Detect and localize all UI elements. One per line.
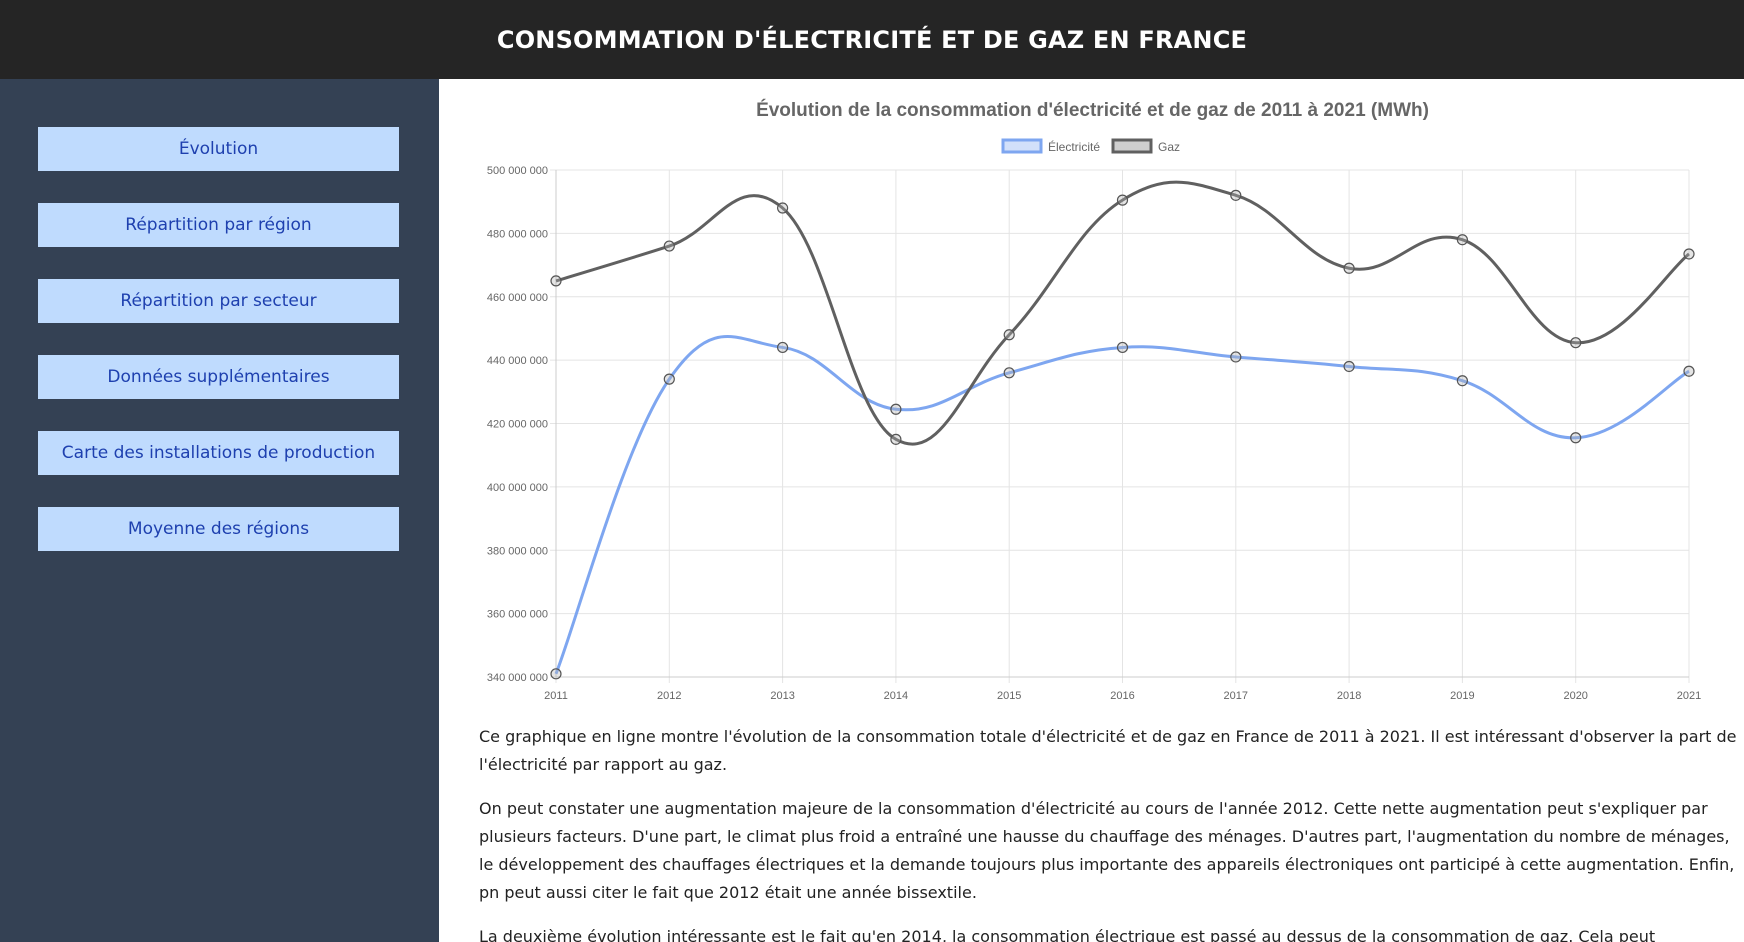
line-chart: Évolution de la consommation d'électrici… — [487, 99, 1701, 702]
y-tick-label: 360 000 000 — [487, 609, 548, 621]
x-tick-label: 2021 — [1677, 690, 1701, 702]
data-point — [1116, 341, 1129, 354]
data-point — [1003, 367, 1015, 379]
data-point — [1456, 234, 1469, 246]
x-tick-label: 2014 — [884, 690, 908, 702]
data-point — [777, 341, 789, 354]
data-point — [550, 668, 562, 680]
page-title: CONSOMMATION D'ÉLECTRICITÉ ET DE GAZ EN … — [496, 25, 1248, 54]
data-point — [1230, 189, 1242, 201]
data-point — [1570, 337, 1582, 349]
sidebar: Évolution Répartition par région Réparti… — [0, 79, 439, 942]
data-point — [1683, 365, 1695, 377]
x-tick-label: 2016 — [1110, 690, 1134, 702]
top-header: CONSOMMATION D'ÉLECTRICITÉ ET DE GAZ EN … — [0, 0, 1744, 79]
y-tick-label: 440 000 000 — [487, 355, 548, 367]
paragraph: Ce graphique en ligne montre l'évolution… — [479, 727, 1737, 774]
nav-button-carte-installations[interactable]: Carte des installations de production — [38, 431, 399, 475]
chart-title: Évolution de la consommation d'électrici… — [756, 99, 1429, 121]
data-point — [1116, 194, 1129, 206]
nav-button-donnees-supplementaires[interactable]: Données supplémentaires — [38, 355, 399, 399]
data-point — [1570, 432, 1582, 444]
data-point — [1343, 360, 1355, 373]
paragraph: La deuxième évolution intéressante est l… — [479, 927, 1656, 942]
series-line-electricite — [554, 335, 1690, 675]
main-content: Évolution de la consommation d'électrici… — [439, 79, 1744, 942]
x-tick-label: 2017 — [1224, 690, 1248, 702]
nav-button-evolution[interactable]: Évolution — [38, 127, 399, 171]
data-point — [890, 403, 902, 415]
x-tick-label: 2018 — [1337, 690, 1361, 702]
nav-button-repartition-secteur[interactable]: Répartition par secteur — [38, 279, 399, 323]
data-point — [777, 202, 789, 214]
x-tick-label: 2013 — [770, 690, 794, 702]
legend-label: Électricité — [1048, 139, 1100, 154]
y-tick-label: 380 000 000 — [487, 545, 548, 557]
data-point — [663, 240, 675, 252]
data-point — [1230, 351, 1242, 363]
data-point — [1343, 262, 1355, 274]
data-point — [1003, 329, 1015, 341]
y-tick-label: 480 000 000 — [487, 228, 548, 240]
y-tick-label: 500 000 000 — [487, 165, 548, 177]
paragraph: On peut constater une augmentation majeu… — [479, 799, 1735, 902]
y-tick-label: 400 000 000 — [487, 482, 548, 494]
x-tick-label: 2019 — [1450, 690, 1474, 702]
description-text: Ce graphique en ligne montre l'évolution… — [479, 723, 1744, 942]
data-point — [663, 373, 675, 385]
nav-button-moyenne-regions[interactable]: Moyenne des régions — [38, 507, 399, 551]
nav-button-repartition-region[interactable]: Répartition par région — [38, 203, 399, 247]
x-tick-label: 2015 — [997, 690, 1021, 702]
data-point — [890, 433, 902, 445]
x-tick-label: 2012 — [657, 690, 681, 702]
series-line-gaz — [555, 180, 1690, 446]
data-point — [1683, 248, 1695, 260]
data-point — [550, 275, 562, 287]
legend-label: Gaz — [1158, 140, 1180, 154]
y-tick-label: 340 000 000 — [487, 672, 548, 684]
y-tick-label: 460 000 000 — [487, 292, 548, 304]
legend-swatch — [1001, 138, 1043, 154]
y-tick-label: 420 000 000 — [487, 419, 548, 431]
legend-swatch — [1111, 138, 1153, 154]
data-point — [1456, 375, 1469, 387]
x-tick-label: 2011 — [544, 690, 568, 702]
x-tick-label: 2020 — [1563, 690, 1587, 702]
